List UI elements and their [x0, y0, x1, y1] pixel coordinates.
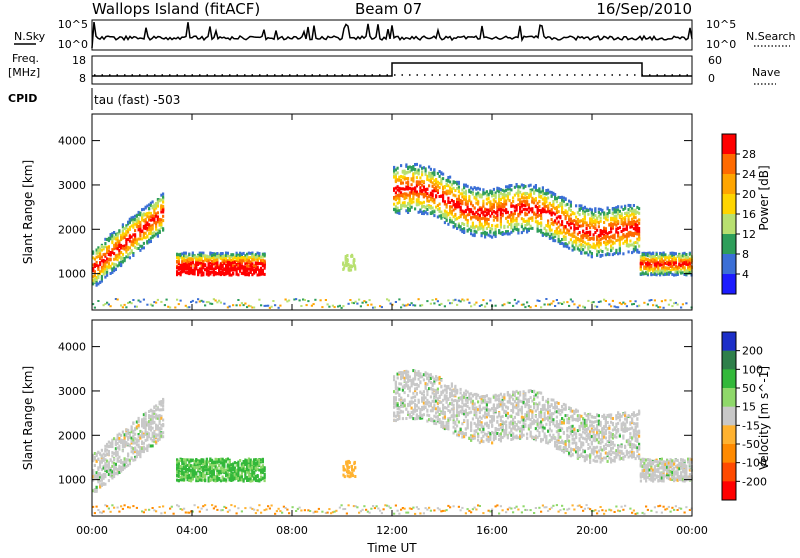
velocity-colorbar-label: Velocity [m s^-1] — [757, 366, 771, 470]
colorbar-tick-label: 4 — [742, 268, 749, 281]
colorbar-segment — [722, 369, 736, 388]
frequency-line — [92, 63, 692, 76]
colorbar-segment — [722, 351, 736, 370]
xtick-label: 20:00 — [576, 524, 608, 537]
colorbar-segment — [722, 234, 736, 255]
velocity-data — [92, 369, 693, 515]
xtick-label: 12:00 — [376, 524, 408, 537]
colorbar-tick-label: 12 — [742, 228, 756, 241]
colorbar-segment — [722, 194, 736, 215]
colorbar-segment — [722, 254, 736, 275]
colorbar-segment — [722, 174, 736, 195]
ytick-label: 4000 — [58, 135, 86, 148]
colorbar-tick-label: 15 — [742, 401, 756, 414]
search-tick-high: 10^5 — [706, 18, 736, 31]
ytick-label: 1000 — [58, 474, 86, 487]
freq-panel: Freq. [MHz] 18 8 60 0 Nave — [8, 52, 780, 85]
search-tick-low: 10^0 — [706, 38, 736, 51]
colorbar-tick-label: -200 — [742, 475, 767, 488]
cpid-value: tau (fast) -503 — [94, 93, 180, 107]
power-colorbar: 28 24 20 16 12 8 4 — [722, 134, 756, 295]
ytick-label: 2000 — [58, 223, 86, 236]
colorbar-segment — [722, 154, 736, 175]
time-xlabel: Time UT — [366, 541, 417, 554]
colorbar-tick-label: 16 — [742, 208, 756, 221]
ytick-label: 2000 — [58, 429, 86, 442]
power-data — [92, 163, 693, 309]
velocity-panel: 1000 2000 3000 4000 Slant Range [km] — [21, 320, 693, 516]
colorbar-segment — [722, 274, 736, 295]
xtick-label: 00:00 — [676, 524, 708, 537]
power-ylabel: Slant Range [km] — [21, 160, 35, 264]
freq-tick-high: 18 — [72, 54, 86, 67]
colorbar-segment — [722, 134, 736, 155]
nave-label: Nave — [752, 66, 780, 79]
sky-tick-high: 10^5 — [58, 18, 88, 31]
date-title: 16/Sep/2010 — [596, 0, 692, 18]
ytick-label: 3000 — [58, 179, 86, 192]
colorbar-tick-label: 200 — [742, 345, 763, 358]
xtick-label: 16:00 — [476, 524, 508, 537]
freq-unit-label: [MHz] — [8, 66, 40, 79]
colorbar-segment — [722, 463, 736, 482]
colorbar-tick-label: 24 — [742, 168, 756, 181]
colorbar-segment — [722, 388, 736, 407]
ytick-label: 1000 — [58, 268, 86, 281]
n-sky-line — [92, 22, 692, 48]
ytick-label: 4000 — [58, 341, 86, 354]
n-search-label: N.Search — [746, 30, 796, 43]
colorbar-tick-label: 28 — [742, 148, 756, 161]
power-panel: 1000 2000 3000 4000 Slant Range [km] — [21, 114, 693, 310]
colorbar-segment — [722, 332, 736, 351]
colorbar-segment — [722, 407, 736, 426]
colorbar-tick-label: 8 — [742, 248, 749, 261]
station-title: Wallops Island (fitACF) — [92, 0, 260, 18]
freq-label: Freq. — [12, 52, 39, 65]
freq-tick-low: 8 — [79, 72, 86, 85]
colorbar-segment — [722, 481, 736, 500]
cpid-label: CPID — [8, 92, 37, 105]
xtick-label: 08:00 — [276, 524, 308, 537]
ytick-label: 3000 — [58, 385, 86, 398]
power-colorbar-label: Power [dB] — [757, 165, 771, 230]
nave-tick-low: 0 — [708, 72, 715, 85]
colorbar-segment — [722, 425, 736, 444]
beam-title: Beam 07 — [355, 0, 422, 18]
sky-tick-low: 10^0 — [58, 38, 88, 51]
velocity-ylabel: Slant Range [km] — [21, 366, 35, 470]
sky-panel: N.Sky 10^5 10^0 10^5 10^0 N.Search — [14, 18, 796, 51]
colorbar-segment — [722, 214, 736, 235]
time-x-axis: 00:00 04:00 08:00 12:00 16:00 20:00 00:00 — [76, 114, 708, 537]
n-sky-label: N.Sky — [14, 30, 46, 43]
nave-tick-high: 60 — [708, 54, 722, 67]
xtick-label: 00:00 — [76, 524, 108, 537]
colorbar-segment — [722, 444, 736, 463]
colorbar-tick-label: 50 — [742, 382, 756, 395]
colorbar-tick-label: 20 — [742, 188, 756, 201]
xtick-label: 04:00 — [176, 524, 208, 537]
